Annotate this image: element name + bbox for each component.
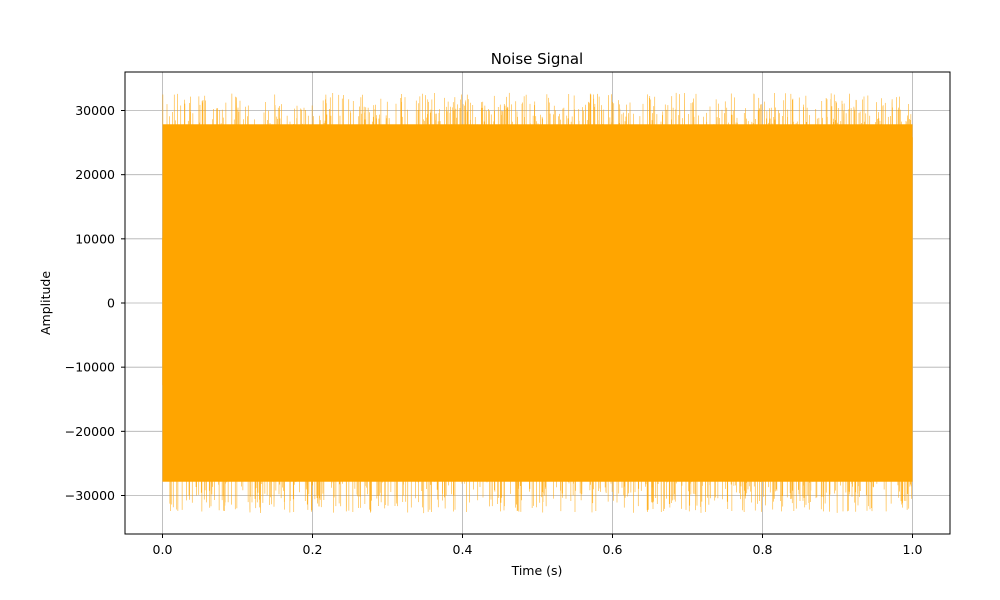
x-axis-ticks: 0.0 0.2 0.4 0.6 0.8 1.0 bbox=[153, 534, 923, 557]
x-tick-label: 0.0 bbox=[153, 542, 173, 557]
y-axis-ticks: −30000 −20000 −10000 0 10000 20000 30000 bbox=[65, 103, 125, 503]
y-tick-label: −30000 bbox=[65, 488, 115, 503]
x-axis-label: Time (s) bbox=[511, 563, 563, 578]
series-layer bbox=[162, 92, 913, 514]
y-tick-label: 30000 bbox=[75, 103, 115, 118]
chart-title: Noise Signal bbox=[491, 50, 583, 68]
y-tick-label: −20000 bbox=[65, 424, 115, 439]
y-tick-label: 10000 bbox=[75, 231, 115, 246]
x-tick-label: 0.8 bbox=[753, 542, 773, 557]
noise-signal-core bbox=[162, 124, 913, 482]
x-tick-label: 1.0 bbox=[903, 542, 923, 557]
x-tick-label: 0.2 bbox=[303, 542, 323, 557]
y-axis-label: Amplitude bbox=[38, 271, 53, 335]
y-tick-label: −10000 bbox=[65, 360, 115, 375]
x-tick-label: 0.4 bbox=[453, 542, 473, 557]
y-tick-label: 0 bbox=[107, 296, 115, 311]
y-tick-label: 20000 bbox=[75, 167, 115, 182]
x-tick-label: 0.6 bbox=[603, 542, 623, 557]
